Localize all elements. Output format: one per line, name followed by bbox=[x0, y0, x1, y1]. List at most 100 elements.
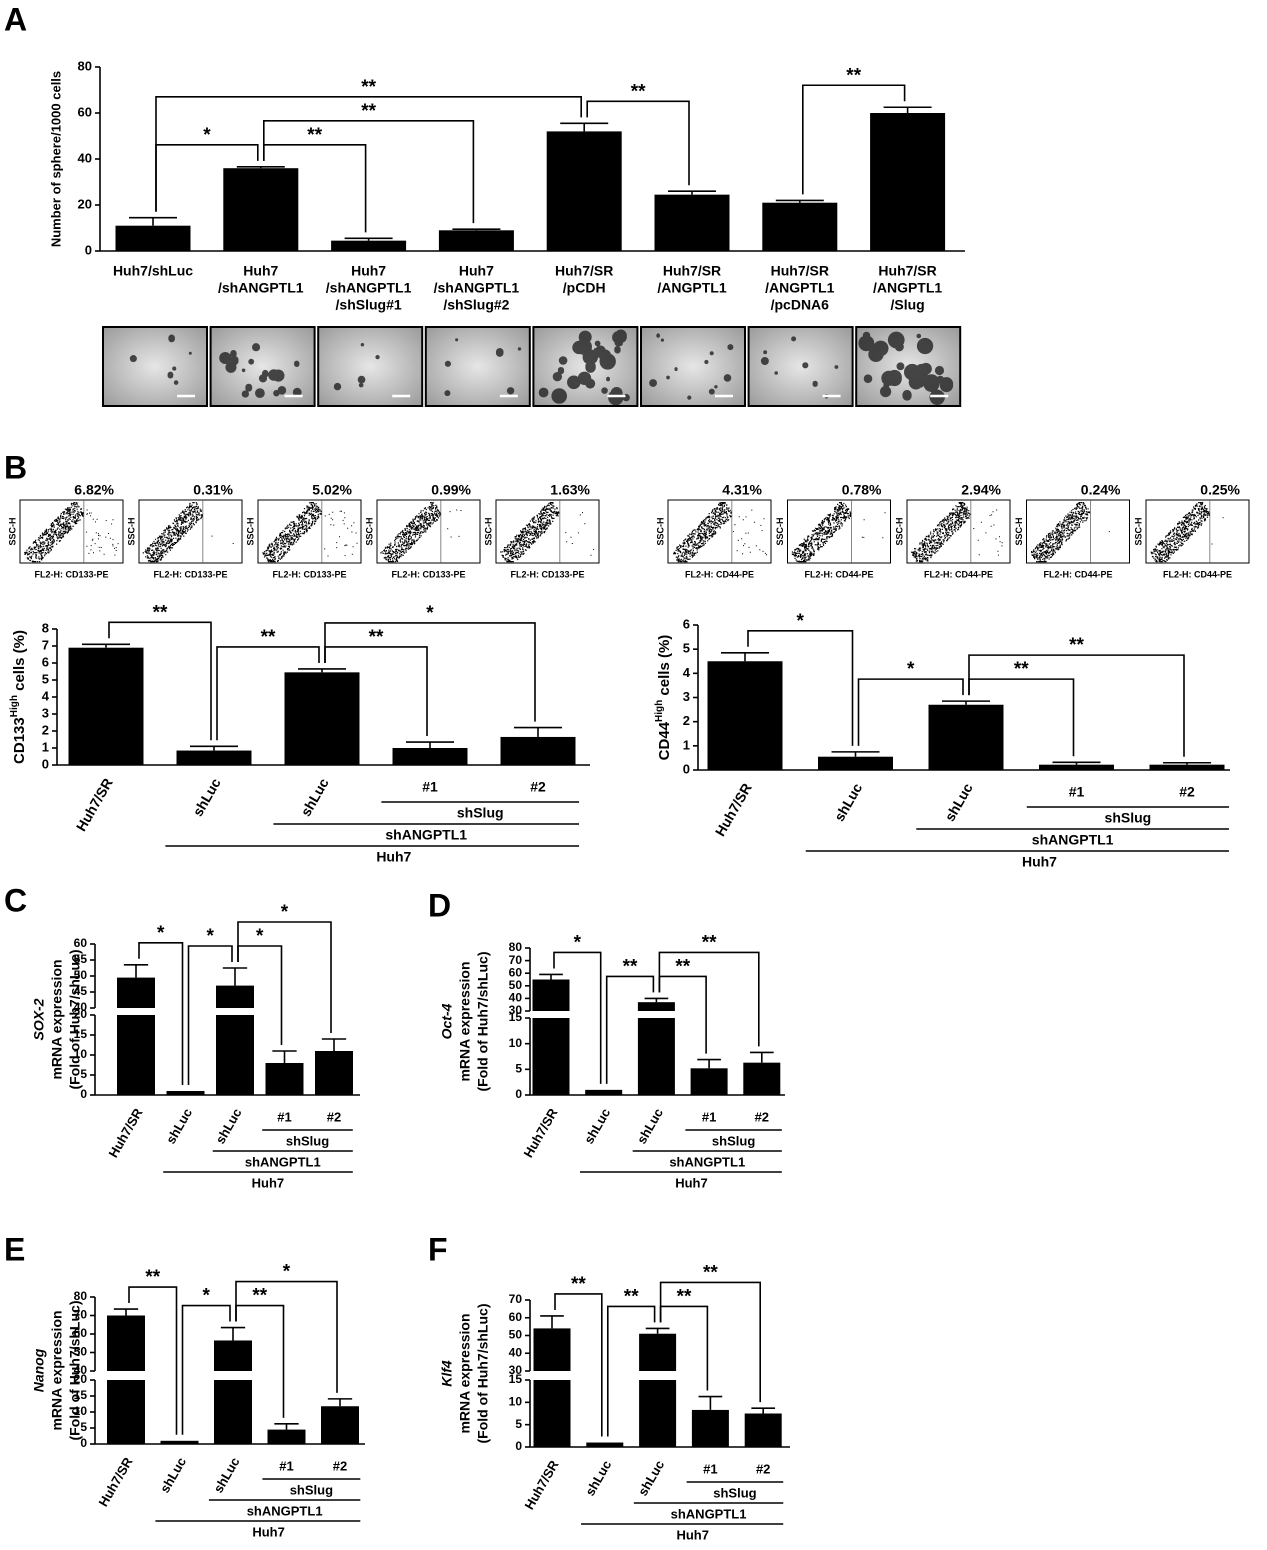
bar bbox=[546, 131, 622, 251]
flow-plot bbox=[1026, 499, 1130, 564]
significance-bracket bbox=[802, 84, 906, 195]
bar bbox=[216, 985, 254, 1008]
flow-x-label: FL2-H: CD44-PE bbox=[685, 569, 754, 579]
group-label: shANGPTL1 bbox=[669, 1154, 745, 1169]
bar bbox=[438, 230, 514, 251]
x-tick-label: #2 bbox=[327, 1109, 341, 1124]
flow-x-label: FL2-H: CD133-PE bbox=[391, 569, 465, 579]
y-axis-label: (Fold of Huh7/shLuc) bbox=[67, 1301, 83, 1441]
y-axis-label: CD44High cells (%) bbox=[654, 635, 673, 761]
bar bbox=[818, 756, 893, 770]
x-tick-label: #1 bbox=[277, 1109, 291, 1124]
y-tick-label: 10 bbox=[509, 1036, 523, 1050]
group-label: shANGPTL1 bbox=[385, 827, 467, 843]
bar bbox=[117, 977, 155, 1008]
y-axis-label-part: High bbox=[9, 695, 20, 717]
micrograph bbox=[102, 326, 208, 407]
group-label: shSlug bbox=[286, 1133, 329, 1148]
y-tick-label: 8 bbox=[42, 620, 49, 635]
significance-label: * bbox=[207, 926, 215, 947]
y-tick-label: 70 bbox=[509, 953, 523, 967]
spheres bbox=[333, 343, 380, 391]
micrograph bbox=[424, 326, 531, 407]
y-axis-label: mRNA expression bbox=[49, 959, 65, 1079]
significance-bracket bbox=[128, 1286, 178, 1435]
flow-dots bbox=[1031, 502, 1091, 563]
bar bbox=[639, 1333, 677, 1371]
bar bbox=[654, 194, 730, 251]
group-label: shSlug bbox=[290, 1482, 333, 1497]
x-tick-label: shLuc bbox=[212, 1106, 244, 1147]
y-axis-label: (Fold of Huh7/shLuc) bbox=[475, 952, 491, 1092]
bar bbox=[117, 1015, 155, 1095]
flow-y-label: SSC-H bbox=[7, 517, 17, 545]
significance-label: ** bbox=[261, 627, 276, 648]
y-tick-label: 30 bbox=[509, 1003, 523, 1017]
y-tick-label: 1 bbox=[42, 739, 49, 754]
flow-percent: 6.82% bbox=[74, 482, 114, 498]
significance-bracket bbox=[605, 975, 655, 1084]
y-tick-label: 20 bbox=[78, 196, 92, 211]
group-label: shSlug bbox=[712, 1133, 755, 1148]
bar bbox=[321, 1406, 359, 1444]
x-tick-label: shLuc bbox=[297, 775, 332, 819]
y-axis-label-part: cells (%) bbox=[656, 635, 673, 700]
x-tick-label: #2 bbox=[756, 1461, 770, 1476]
bar bbox=[586, 1442, 624, 1447]
x-tick-label: #2 bbox=[755, 1109, 769, 1124]
bar bbox=[392, 748, 468, 765]
significance-label: * bbox=[797, 611, 805, 632]
y-axis-label-part: CD44 bbox=[656, 721, 673, 760]
y-tick-label: 15 bbox=[509, 1372, 523, 1386]
bar bbox=[532, 1018, 570, 1095]
flow-x-label: FL2-H: CD133-PE bbox=[153, 569, 227, 579]
x-tick-label: #1 bbox=[422, 779, 438, 795]
flow-x-label: FL2-H: CD133-PE bbox=[510, 569, 584, 579]
y-tick-label: 40 bbox=[74, 1363, 88, 1377]
flow-dots bbox=[673, 502, 732, 563]
group-label: Huh7 bbox=[252, 1175, 285, 1190]
x-tick-label: shLuc bbox=[941, 780, 976, 824]
x-tick-label: shLuc bbox=[157, 1455, 189, 1496]
bar bbox=[691, 1409, 729, 1447]
significance-bracket bbox=[237, 921, 332, 1033]
x-tick-label: #2 bbox=[1179, 784, 1195, 800]
x-tick-label: #2 bbox=[333, 1458, 347, 1473]
y-tick-label: 5 bbox=[683, 641, 690, 656]
significance-label: ** bbox=[846, 65, 861, 86]
bar bbox=[500, 736, 576, 765]
y-tick-label: 15 bbox=[74, 1027, 88, 1041]
y-axis-label: Oct-4 bbox=[439, 1003, 455, 1039]
significance-bracket bbox=[586, 100, 690, 186]
bar bbox=[160, 1440, 199, 1444]
x-tick-label: shLuc bbox=[163, 1106, 195, 1147]
significance-label: ** bbox=[571, 1274, 586, 1295]
y-tick-label: 30 bbox=[509, 1363, 523, 1377]
y-tick-label: 0 bbox=[85, 242, 92, 257]
group-label: shANGPTL1 bbox=[671, 1506, 747, 1521]
spheres bbox=[444, 338, 522, 397]
significance-label: * bbox=[574, 932, 582, 953]
spheres bbox=[858, 331, 954, 405]
y-tick-label: 60 bbox=[74, 1326, 88, 1340]
significance-bracket bbox=[747, 629, 854, 746]
flow-percent: 0.31% bbox=[193, 482, 233, 498]
flow-y-label: SSC-H bbox=[245, 517, 255, 545]
bar bbox=[331, 240, 407, 251]
group-label: shANGPTL1 bbox=[247, 1503, 323, 1518]
y-tick-label: 60 bbox=[78, 104, 92, 119]
significance-label: ** bbox=[631, 81, 646, 102]
x-tick-label: #1 bbox=[279, 1458, 293, 1473]
y-tick-label: 60 bbox=[74, 936, 88, 950]
group-label: shSlug bbox=[1105, 810, 1152, 826]
significance-bracket bbox=[658, 951, 760, 1047]
y-tick-label: 6 bbox=[42, 654, 49, 669]
flow-percent: 5.02% bbox=[312, 482, 352, 498]
bar bbox=[284, 672, 360, 765]
flow-percent: 0.24% bbox=[1081, 482, 1121, 498]
y-tick-label: 5 bbox=[515, 1417, 522, 1431]
x-tick-label: shLuc bbox=[581, 1106, 613, 1147]
bar bbox=[107, 1315, 145, 1371]
y-axis-label: Number of sphere/1000 cells bbox=[48, 71, 63, 247]
